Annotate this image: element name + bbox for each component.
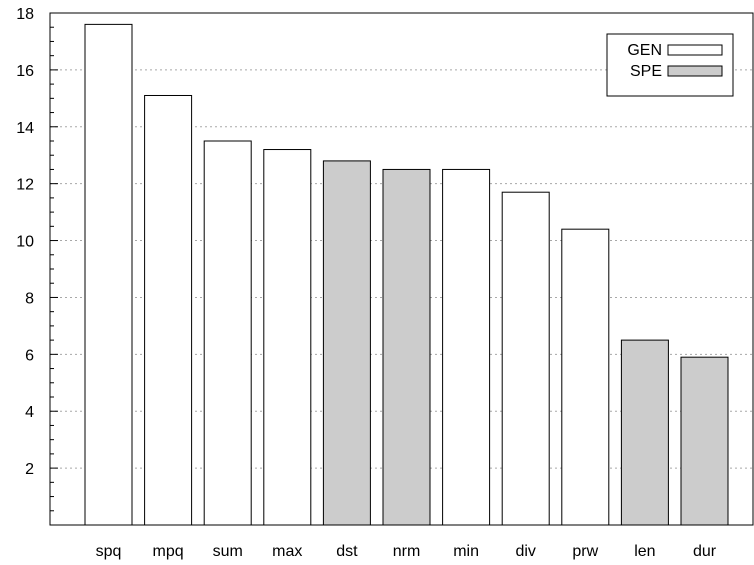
y-axis: 2 4 6 8 10 12 14 16 18 — [16, 6, 58, 512]
bar-div — [501, 191, 550, 526]
bar-max — [263, 149, 312, 526]
y-tick-label: 16 — [16, 63, 34, 80]
x-tick-label: len — [634, 543, 655, 560]
bar-mpq — [144, 94, 193, 526]
y-tick-label: 6 — [25, 347, 34, 364]
y-tick-label: 14 — [16, 120, 34, 137]
x-tick-label: dur — [693, 543, 717, 560]
bar-sum — [203, 140, 252, 526]
x-tick-label: sum — [213, 543, 243, 560]
bar-spq — [84, 23, 133, 526]
x-axis: spq mpq sum max dst nrm min div prw len dur — [96, 543, 717, 560]
legend-label: GEN — [627, 42, 662, 59]
bar-len — [620, 339, 669, 526]
y-tick-label: 18 — [16, 6, 34, 23]
x-tick-label: prw — [572, 543, 598, 560]
y-tick-label: 2 — [25, 461, 34, 478]
y-tick-label: 12 — [16, 177, 34, 194]
plot-frame — [49, 12, 754, 526]
legend-swatch-gen — [667, 44, 723, 56]
bars — [84, 23, 729, 526]
bar-prw — [561, 228, 610, 526]
x-tick-label: min — [453, 543, 479, 560]
x-tick-label: max — [272, 543, 302, 560]
x-tick-label: div — [515, 543, 535, 560]
bar-nrm — [382, 168, 431, 526]
x-tick-label: spq — [96, 543, 122, 560]
legend: GEN SPE — [606, 33, 734, 97]
bar-min — [442, 168, 491, 526]
legend-swatch-spe — [667, 65, 723, 77]
bar-dst — [322, 160, 371, 526]
y-tick-label: 8 — [25, 290, 34, 307]
x-tick-label: mpq — [153, 543, 184, 560]
legend-box — [606, 33, 734, 97]
x-tick-label: dst — [336, 543, 358, 560]
legend-label: SPE — [630, 63, 662, 80]
bar-dur — [680, 356, 729, 526]
y-tick-label: 10 — [16, 234, 34, 251]
x-tick-label: nrm — [393, 543, 421, 560]
y-tick-label: 4 — [25, 404, 34, 421]
